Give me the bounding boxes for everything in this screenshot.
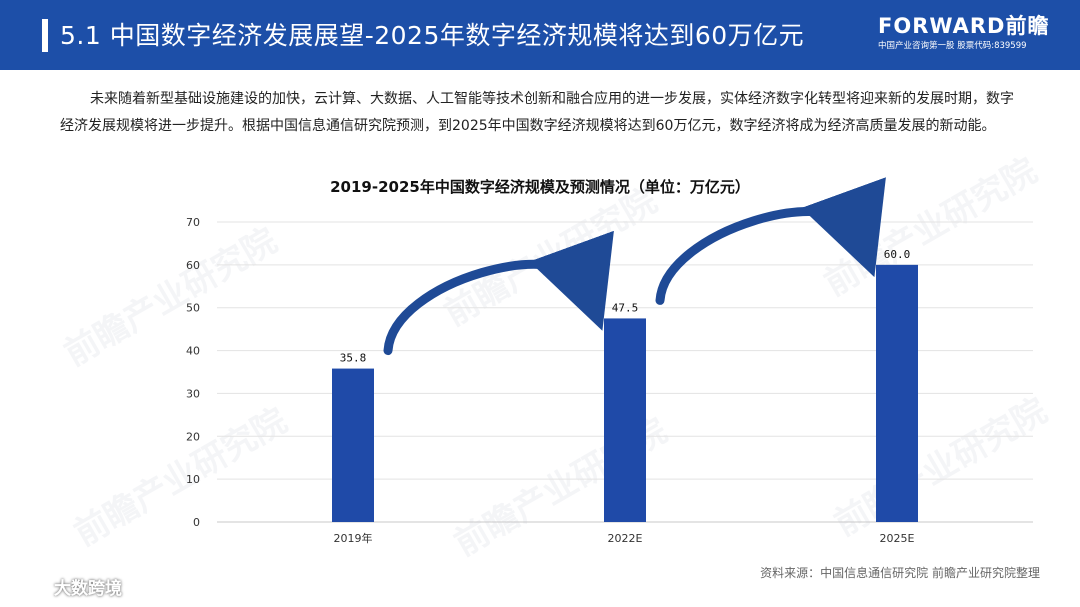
title-accent-bar: [42, 19, 48, 52]
brand-logo: FORWARD前瞻 中国产业咨询第一股 股票代码:839599: [878, 14, 1068, 52]
y-tick-label: 20: [186, 430, 200, 443]
y-tick-label: 70: [186, 216, 200, 229]
x-axis: 2019年 2022E 2025E: [334, 531, 915, 545]
corner-logo: 大数跨境: [8, 574, 122, 599]
bar-value-label: 35.8: [340, 352, 367, 365]
y-tick-label: 60: [186, 259, 200, 272]
x-tick-label: 2022E: [608, 532, 643, 545]
x-tick-label: 2025E: [880, 532, 915, 545]
bar: [604, 318, 646, 522]
brand-tagline: 中国产业咨询第一股 股票代码:839599: [878, 41, 1027, 51]
intro-paragraph: 未来随着新型基础设施建设的加快，云计算、大数据、人工智能等技术创新和融合应用的进…: [60, 91, 1014, 134]
y-tick-label: 40: [186, 345, 200, 358]
chat-bubble-icon: [11, 577, 46, 596]
y-tick-label: 10: [186, 473, 200, 486]
y-tick-label: 50: [186, 302, 200, 315]
trend-arrows: [383, 177, 886, 356]
y-axis: 0 10 20 30 40 50 60 70: [186, 216, 200, 529]
bar: [332, 368, 374, 522]
brand-name: FORWARD前瞻: [878, 14, 1050, 38]
curved-arrow: [655, 177, 886, 305]
source-note: 资料来源：中国信息通信研究院 前瞻产业研究院整理: [760, 566, 1040, 580]
bar-series: 35.8 47.5 60.0: [332, 248, 918, 522]
bar-chart: 2019-2025年中国数字经济规模及预测情况（单位：万亿元） 0 10 20 30 4…: [186, 177, 1033, 545]
curved-arrow: [383, 230, 614, 356]
chart-title: 2019-2025年中国数字经济规模及预测情况（单位：万亿元）: [330, 178, 750, 196]
y-tick-label: 30: [186, 387, 200, 400]
bar-value-label: 47.5: [612, 301, 639, 314]
y-tick-label: 0: [193, 516, 200, 529]
bar: [876, 264, 918, 522]
corner-logo-text: 大数跨境: [54, 579, 122, 599]
header-banner: 5.1 中国数字经济发展展望-2025年数字经济规模将达到60万亿元 FORWA…: [0, 0, 1080, 70]
x-tick-label: 2019年: [334, 531, 373, 545]
page-title: 5.1 中国数字经济发展展望-2025年数字经济规模将达到60万亿元: [60, 21, 805, 50]
bar-value-label: 60.0: [884, 248, 911, 261]
